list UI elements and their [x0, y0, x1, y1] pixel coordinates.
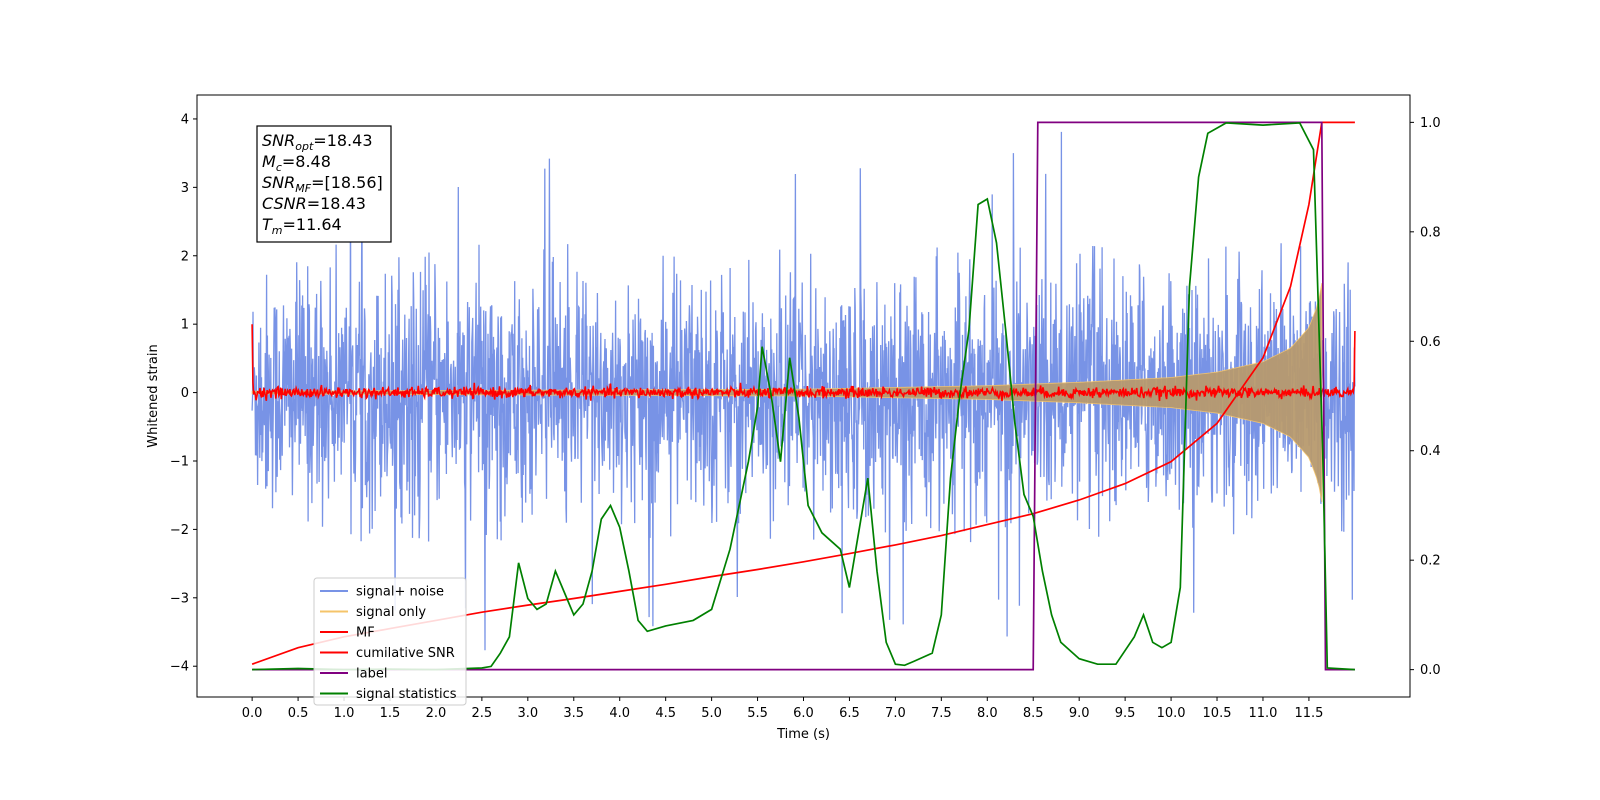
x-tick-label: 11.0	[1248, 706, 1277, 721]
y-left-tick-label: 4	[181, 112, 189, 127]
y-left-tick-label: 2	[181, 249, 189, 264]
y-right-tick-label: 0.4	[1420, 444, 1441, 459]
x-tick-label: 2.0	[426, 706, 447, 721]
legend: signal+ noise signal only MF cumilative SNR…	[313, 577, 467, 706]
legend-label: label	[356, 667, 387, 682]
x-tick-label: 0.5	[288, 706, 309, 721]
x-tick-label: 6.0	[793, 706, 814, 721]
info-box: SNRopt=18.43Mc=8.48SNRMF=[18.56]CSNR=18.…	[256, 125, 392, 243]
y-axis-label: Whitened strain	[146, 344, 161, 447]
y-right-tick-label: 0.6	[1420, 335, 1441, 350]
y-left-tick-label: 3	[181, 181, 189, 196]
x-axis: 0.0 0.5 1.0 1.5 2.0 2.5 3.0 3.5 4.0 4.5 5.0 5.5 6.0 6…	[242, 697, 1323, 721]
info-box-line: Tm=11.64	[262, 215, 342, 237]
x-tick-label: 2.5	[472, 706, 493, 721]
y-right-tick-label: 0.0	[1420, 663, 1441, 678]
x-tick-label: 3.5	[563, 706, 584, 721]
x-tick-label: 3.0	[517, 706, 538, 721]
info-box-line: CSNR=18.43	[262, 194, 366, 213]
x-tick-label: 5.0	[701, 706, 722, 721]
legend-label: MF	[356, 626, 375, 641]
x-tick-label: 8.0	[977, 706, 998, 721]
x-tick-label: 7.0	[885, 706, 906, 721]
y-left-tick-label: 0	[181, 386, 189, 401]
x-tick-label: 6.5	[839, 706, 860, 721]
series-label-line	[252, 121, 1355, 671]
x-axis-label: Time (s)	[776, 727, 830, 742]
y-left-tick-label: −3	[170, 591, 189, 606]
series-layer	[251, 121, 1356, 671]
series-signal-statistics-line	[252, 122, 1355, 671]
y-left-tick-label: −2	[170, 523, 189, 538]
legend-label: signal+ noise	[356, 585, 444, 600]
y-axis-right: 1.0 0.8 0.6 0.4 0.2 0.0	[1410, 116, 1441, 678]
x-tick-label: 0.0	[242, 706, 263, 721]
info-box-frame	[256, 125, 392, 243]
x-tick-label: 5.5	[747, 706, 768, 721]
y-right-tick-label: 0.8	[1420, 225, 1441, 240]
y-axis-left: 4 3 2 1 0 −1 −2 −3 −4	[170, 112, 197, 675]
x-tick-label: 10.5	[1203, 706, 1232, 721]
series-mf-line	[251, 324, 1356, 402]
legend-frame	[313, 577, 467, 706]
x-tick-label: 7.5	[931, 706, 952, 721]
x-tick-label: 11.5	[1294, 706, 1323, 721]
info-box-line: SNRopt=18.43	[262, 131, 373, 153]
legend-label: cumilative SNR	[356, 646, 455, 661]
x-tick-label: 4.0	[609, 706, 630, 721]
legend-label: signal only	[356, 605, 426, 620]
y-right-tick-label: 1.0	[1420, 116, 1441, 131]
x-tick-label: 9.5	[1115, 706, 1136, 721]
y-left-tick-label: −1	[170, 454, 189, 469]
y-left-tick-label: −4	[170, 660, 189, 675]
info-box-line: SNRMF=[18.56]	[262, 173, 383, 195]
x-tick-label: 1.5	[380, 706, 401, 721]
x-tick-label: 8.5	[1023, 706, 1044, 721]
x-tick-label: 1.0	[334, 706, 355, 721]
x-tick-label: 9.0	[1069, 706, 1090, 721]
x-tick-label: 4.5	[655, 706, 676, 721]
x-tick-label: 10.0	[1157, 706, 1186, 721]
y-left-tick-label: 1	[181, 318, 189, 333]
y-right-tick-label: 0.2	[1420, 554, 1441, 569]
info-box-line: Mc=8.48	[262, 152, 331, 174]
legend-label: signal statistics	[356, 687, 457, 702]
